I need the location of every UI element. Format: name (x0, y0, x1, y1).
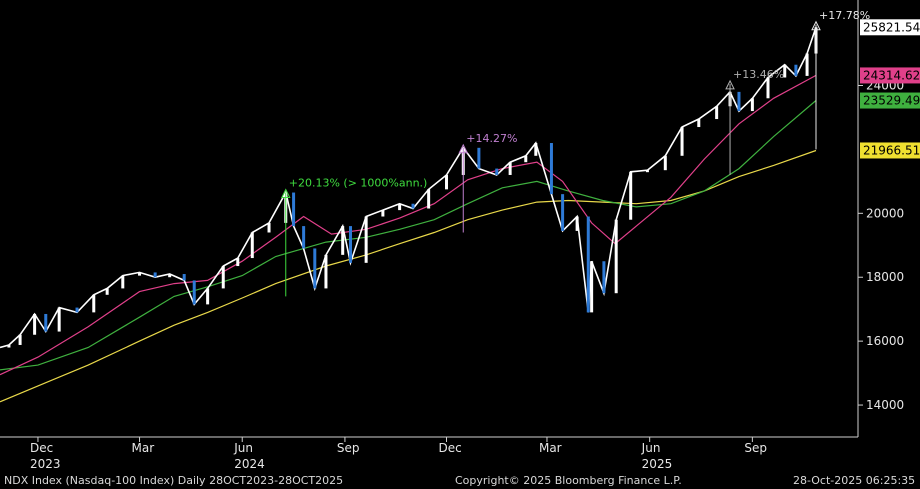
timestamp: 28-Oct-2025 06:25:35 (793, 474, 916, 487)
annotation-arrow (280, 188, 291, 199)
last-value-tag (860, 67, 920, 84)
price-candle (18, 334, 22, 345)
price-candle (411, 203, 415, 209)
price-candle (737, 91, 741, 112)
series-line-ma-fast (0, 74, 817, 376)
x-year-label: 2024 (234, 457, 265, 471)
price-candle (534, 143, 538, 156)
price-candle (138, 272, 142, 276)
price-candle (250, 232, 254, 259)
price-candle (508, 162, 512, 175)
series-line-ma-mid (0, 100, 817, 371)
price-candle (341, 226, 345, 255)
price-candle (645, 170, 649, 173)
security-description: NDX Index (Nasdaq-100 Index) Daily 28OCT… (4, 474, 344, 487)
y-tick-label: 14000 (866, 398, 904, 412)
price-candle (750, 98, 754, 112)
x-tick-label: Jun (233, 441, 253, 455)
last-value-tag (860, 19, 920, 36)
price-candle (715, 106, 719, 120)
price-candle (794, 64, 798, 76)
price-candle (381, 210, 385, 217)
series-line-ma-slow (0, 149, 817, 403)
price-candle (44, 313, 48, 332)
price-candle (192, 280, 196, 305)
price-candle (364, 216, 368, 263)
annotation-arrow (725, 79, 735, 90)
price-candle (766, 77, 770, 99)
last-value-text: 23529.49 (863, 94, 920, 108)
price-candle (292, 192, 296, 227)
annotation-label: +14.27% (466, 132, 517, 145)
price-candle (524, 155, 528, 163)
price-candle (105, 288, 109, 295)
x-year-label: 2023 (30, 457, 61, 471)
price-candle (602, 261, 606, 294)
price-candle (313, 248, 317, 289)
price-candle (153, 272, 157, 278)
price-candle (805, 53, 809, 76)
series-line-price (0, 27, 817, 349)
price-candle (92, 294, 96, 313)
price-candle (495, 168, 499, 175)
price-candle (445, 174, 449, 190)
y-tick-label: 18000 (866, 270, 904, 284)
price-candle (549, 143, 553, 195)
price-candle (302, 226, 306, 249)
price-candle (57, 307, 61, 332)
y-tick-label: 16000 (866, 334, 904, 348)
x-tick-label: Sep (337, 441, 360, 455)
x-tick-label: Sep (744, 441, 767, 455)
price-candle (75, 307, 79, 313)
last-value-tag (860, 142, 920, 159)
price-candle (33, 313, 37, 335)
price-candle (398, 203, 402, 211)
price-candle (697, 119, 701, 128)
price-candle (561, 194, 565, 231)
price-candle (206, 288, 210, 305)
value-labels: 25821.54 24314.62 23529.49 21966.51 (860, 19, 920, 159)
price-candle (663, 155, 667, 171)
last-value-text: 24314.62 (863, 68, 920, 82)
x-tick-label: Jun (641, 441, 661, 455)
plot-area: +20.13% (> 1000%ann.) +14.27% +13.46% +17.7… (0, 9, 870, 403)
price-candle (590, 261, 594, 313)
annotation-label: +17.78% (819, 9, 870, 22)
price-candle (614, 219, 618, 294)
y-tick-label: 20000 (866, 206, 904, 220)
x-year-label: 2025 (642, 457, 673, 471)
annotation-label: +20.13% (> 1000%ann.) (289, 177, 428, 190)
annotation-arrow (458, 143, 469, 154)
price-candle (680, 127, 684, 156)
x-tick-label: Dec (439, 441, 462, 455)
price-candle (629, 171, 633, 220)
price-candle (477, 147, 481, 169)
annotation-arrow (811, 20, 821, 31)
price-candle (7, 344, 11, 348)
price-candle (168, 274, 172, 278)
price-candle (575, 216, 579, 231)
price-candle (427, 189, 431, 209)
price-candle (324, 254, 328, 289)
x-tick-label: Mar (539, 441, 562, 455)
price-candle (349, 226, 353, 263)
price-candle (783, 64, 787, 78)
price-candle (267, 222, 271, 233)
x-tick-label: Dec (30, 441, 53, 455)
last-value-tag (860, 92, 920, 109)
price-candle (121, 275, 125, 289)
price-candle (221, 266, 225, 289)
x-tick-label: Mar (132, 441, 155, 455)
copyright-notice: Copyright© 2025 Bloomberg Finance L.P. (455, 474, 682, 487)
last-value-text: 21966.51 (863, 143, 920, 157)
annotation-label: +13.46% (733, 68, 784, 81)
price-candle (586, 216, 590, 313)
price-candle (182, 274, 186, 281)
last-value-text: 25821.54 (863, 20, 920, 34)
price-candle (236, 258, 240, 267)
